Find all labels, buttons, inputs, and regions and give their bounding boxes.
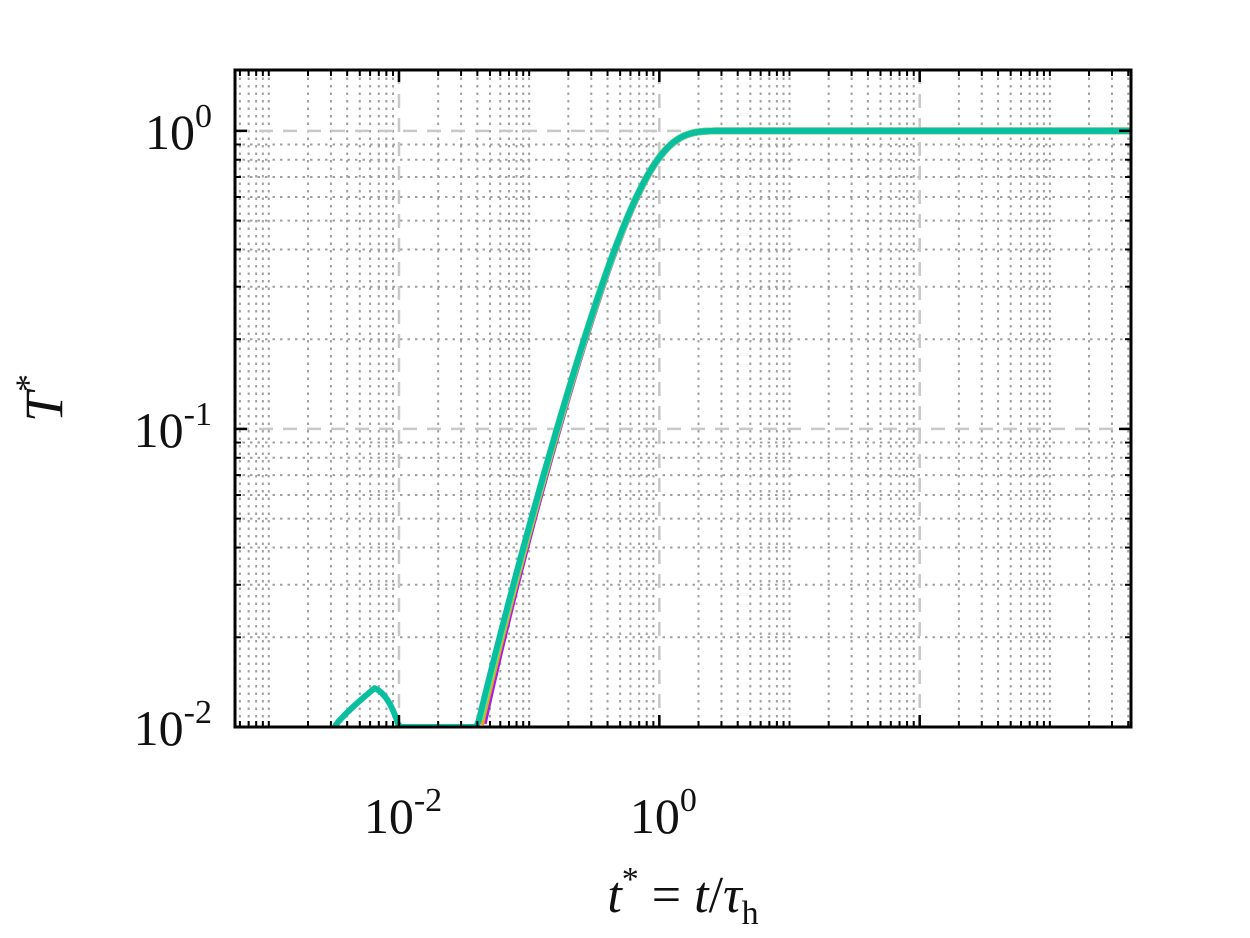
x-tick-label: 10-2 bbox=[364, 782, 442, 844]
series-line-7 bbox=[332, 127, 1131, 727]
axis-ticks bbox=[235, 70, 1131, 729]
series-layer bbox=[332, 127, 1131, 727]
tick-labels: 10-2 100 10-2 10-1 100 bbox=[134, 98, 697, 844]
y-tick-label: 10-2 bbox=[134, 694, 212, 756]
x-tick-label: 100 bbox=[630, 782, 697, 844]
plot-frame bbox=[233, 68, 1133, 729]
minor-grid bbox=[235, 70, 1131, 727]
x-axis-label: t* = t/τh bbox=[607, 861, 758, 932]
y-tick-label: 10-1 bbox=[134, 396, 212, 458]
y-tick-label: 100 bbox=[145, 98, 212, 160]
y-axis-label: T* bbox=[8, 374, 74, 422]
